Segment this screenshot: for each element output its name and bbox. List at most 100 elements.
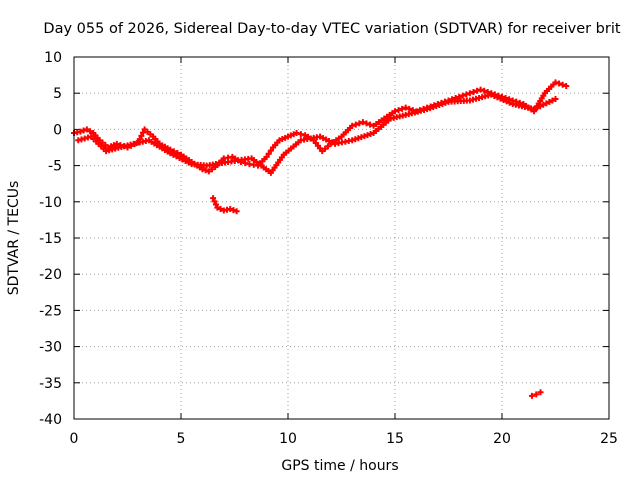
data-point-marker (367, 131, 374, 138)
data-point-marker (182, 158, 189, 165)
data-point-marker (528, 392, 535, 399)
data-point-marker (463, 91, 470, 98)
data-point-marker (430, 104, 437, 111)
data-point-marker (531, 106, 538, 113)
data-point-marker (205, 168, 212, 175)
x-tick-label: 15 (386, 431, 404, 447)
data-point-marker (481, 87, 488, 94)
data-point-marker (293, 130, 300, 137)
data-point-marker (361, 133, 368, 140)
data-point-marker (113, 140, 120, 147)
data-point-marker (500, 97, 507, 104)
data-point-marker (199, 166, 206, 173)
data-point-marker (210, 195, 217, 202)
data-point-marker (563, 82, 570, 89)
y-tick-label: -5 (48, 159, 62, 175)
data-point-marker (466, 90, 473, 97)
data-point-marker (176, 154, 183, 161)
data-point-marker (212, 201, 219, 208)
data-point-marker (173, 153, 180, 160)
x-tick-label: 0 (70, 431, 79, 447)
data-point-marker (349, 122, 356, 129)
data-point-marker (214, 204, 221, 211)
data-point-marker (355, 135, 362, 142)
data-point-marker (537, 389, 544, 396)
y-axis-label: SDTVAR / TECUs (6, 181, 22, 296)
data-point-marker (503, 98, 510, 105)
data-point-marker (459, 92, 466, 99)
data-point-marker (358, 134, 365, 141)
data-point-marker (456, 93, 463, 100)
data-point-marker (233, 208, 240, 215)
data-point-marker (356, 120, 363, 127)
y-tick-label: 0 (53, 122, 62, 138)
data-point-marker (543, 100, 550, 107)
series-2 (210, 195, 240, 215)
data-point-marker (494, 94, 501, 101)
grid-layer (74, 57, 609, 419)
y-tick-label: -30 (39, 340, 62, 356)
data-point-marker (392, 108, 398, 115)
data-point-marker (552, 79, 559, 86)
data-point-marker (433, 103, 440, 110)
y-tick-label: 10 (44, 50, 62, 66)
data-point-marker (367, 121, 374, 128)
data-point-marker (263, 153, 270, 160)
data-point-marker (424, 106, 431, 113)
data-point-marker (202, 167, 209, 174)
x-axis-label: GPS time / hours (281, 458, 398, 474)
data-point-marker (265, 150, 272, 157)
data-point-marker (549, 97, 556, 104)
data-point-marker (488, 91, 495, 98)
data-point-marker (497, 95, 504, 102)
x-tick-label: 10 (279, 431, 297, 447)
data-point-marker (349, 137, 356, 144)
data-point-marker (533, 391, 540, 398)
data-point-marker (556, 80, 563, 87)
data-point-marker (491, 92, 498, 99)
data-point-marker (297, 131, 304, 138)
data-point-marker (167, 150, 174, 157)
data-point-marker (185, 159, 192, 166)
data-point-marker (359, 119, 366, 126)
y-tick-label: -35 (39, 376, 62, 392)
series-3 (528, 389, 544, 399)
data-point-marker (402, 104, 409, 111)
data-point-marker (211, 198, 218, 205)
data-point-marker (230, 207, 237, 214)
data-point-marker (363, 120, 370, 127)
data-point-marker (427, 105, 434, 112)
y-tick-label: -40 (39, 412, 62, 428)
data-point-marker (227, 206, 234, 213)
data-point-marker (217, 206, 224, 213)
y-tick-label: -20 (39, 267, 62, 283)
data-point-marker (474, 87, 481, 94)
data-point-marker (267, 147, 274, 154)
data-point-marker (83, 126, 90, 133)
data-point-marker (406, 105, 413, 112)
data-point-marker (552, 95, 559, 102)
data-point-marker (477, 86, 484, 93)
data-point-marker (470, 88, 477, 95)
data-point-marker (77, 128, 84, 135)
data-point-marker (399, 105, 406, 112)
data-point-marker (546, 98, 553, 105)
data-point-marker (537, 103, 544, 110)
y-tick-label: -10 (39, 195, 62, 211)
data-point-marker (80, 127, 87, 134)
data-point-marker (439, 100, 446, 107)
y-tick-label: 5 (53, 86, 62, 102)
data-point-marker (352, 121, 359, 128)
data-point-marker (138, 132, 145, 139)
data-point-marker (364, 132, 371, 139)
data-point-marker (395, 107, 402, 114)
data-point-marker (179, 156, 186, 163)
data-point-marker (170, 151, 177, 158)
data-point-marker (540, 101, 547, 108)
tick-label-layer: 0 5 10 15 20 25 10 5 0 -5 -10 -15 -20 -25 -30 -35 -40 (39, 50, 618, 447)
data-layer (71, 79, 570, 399)
plot-frame (73, 56, 610, 420)
x-tick-label: 25 (600, 431, 618, 447)
x-tick-label: 20 (493, 431, 511, 447)
